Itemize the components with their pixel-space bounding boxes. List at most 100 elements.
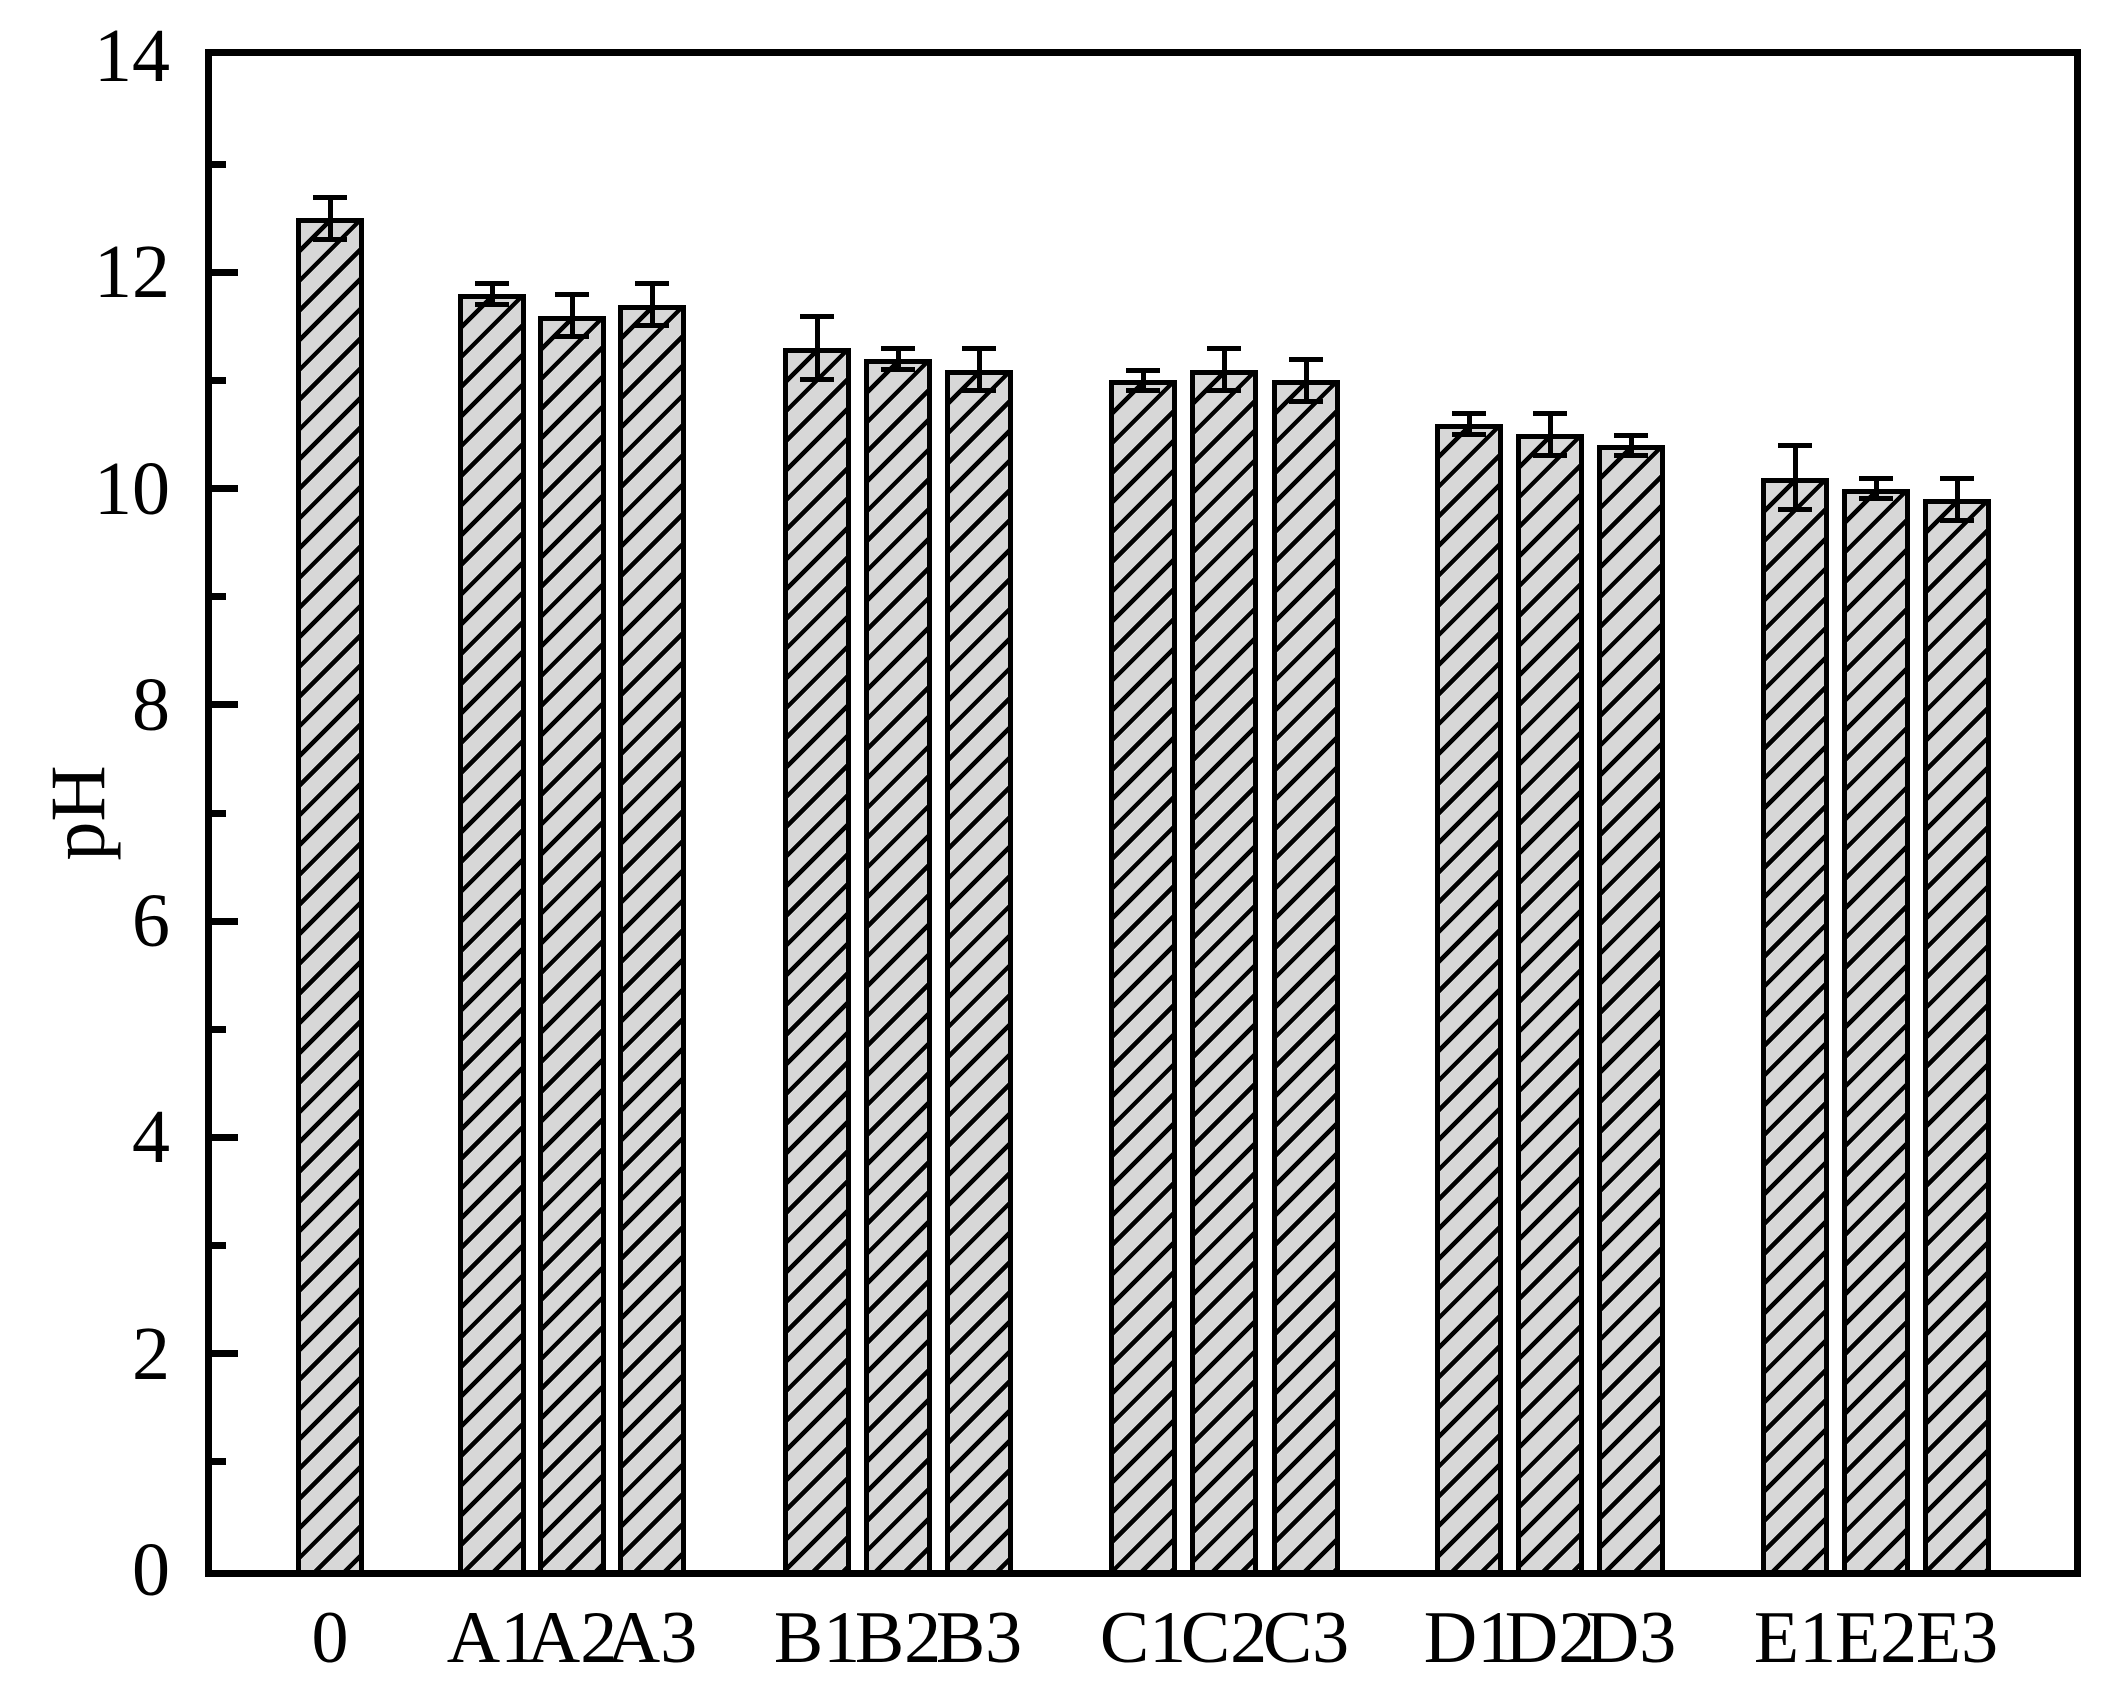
bar-D1	[1435, 424, 1503, 1570]
y-tick-label: 8	[132, 662, 170, 747]
y-axis-minor-tick	[212, 1242, 226, 1250]
y-axis-minor-tick	[212, 376, 226, 384]
x-tick-label-C2: C2	[1180, 1597, 1268, 1679]
x-tick-label-D3: D3	[1585, 1597, 1677, 1679]
error-bar-cap-bottom	[635, 323, 669, 329]
bar-A3	[618, 305, 686, 1570]
error-bar-cap-top	[1533, 410, 1567, 416]
bar-B3	[945, 370, 1013, 1570]
y-axis-minor-tick	[212, 593, 226, 601]
error-bar-cap-top	[1940, 475, 1974, 481]
error-bar-line	[1628, 434, 1634, 457]
error-bar-cap-bottom	[1207, 388, 1241, 394]
bar-C2	[1190, 370, 1258, 1570]
error-bar-line	[1873, 477, 1879, 500]
y-axis-minor-tick	[212, 160, 226, 168]
y-tick-label: 12	[94, 230, 170, 315]
x-tick-label-C1: C1	[1099, 1597, 1187, 1679]
y-tick-label: 0	[132, 1528, 170, 1612]
error-bar-line	[895, 347, 901, 370]
y-axis-minor-tick	[212, 809, 226, 817]
x-tick-label-A2: A2	[526, 1597, 618, 1679]
x-tick-label-C3: C3	[1262, 1597, 1350, 1679]
bar-B1	[783, 348, 851, 1570]
x-tick-label-E2: E2	[1834, 1597, 1918, 1679]
error-bar-cap-bottom	[1940, 518, 1974, 523]
bar-A2	[538, 316, 606, 1570]
error-bar-cap-top	[881, 345, 915, 351]
error-bar-line	[1303, 358, 1309, 403]
y-axis-major-tick	[212, 1350, 238, 1358]
error-bar-line	[569, 293, 575, 338]
bar-E1	[1761, 478, 1829, 1570]
x-tick-label-A3: A3	[606, 1597, 698, 1679]
error-bar-line	[327, 196, 333, 240]
x-tick-label-B3: B3	[935, 1597, 1023, 1679]
error-bar-cap-top	[1207, 345, 1241, 351]
error-bar-line	[1140, 369, 1146, 392]
plot-frame	[205, 49, 2081, 1577]
y-tick-label: 10	[94, 446, 170, 531]
x-tick-label-D2: D2	[1504, 1597, 1596, 1679]
x-tick-label-E3: E3	[1915, 1597, 1999, 1679]
error-bar-line	[1954, 477, 1960, 521]
error-bar-line	[1221, 347, 1227, 392]
error-bar-cap-bottom	[475, 301, 509, 307]
y-axis-major-tick	[212, 701, 238, 709]
y-tick-label: 4	[132, 1095, 170, 1180]
error-bar-cap-bottom	[1614, 453, 1648, 459]
x-tick-label-B2: B2	[854, 1597, 942, 1679]
x-tick-label-A1: A1	[446, 1597, 538, 1679]
y-tick-label: 14	[94, 14, 170, 98]
error-bar-line	[814, 315, 820, 381]
bar-0	[296, 218, 364, 1570]
error-bar-cap-top	[635, 281, 669, 287]
error-bar-cap-top	[1614, 432, 1648, 438]
x-tick-label-B1: B1	[773, 1597, 861, 1679]
y-axis-major-tick	[212, 917, 238, 925]
error-bar-line	[976, 347, 982, 392]
error-bar-cap-top	[1289, 356, 1323, 362]
error-bar-cap-top	[1126, 367, 1160, 373]
y-tick-label: 2	[132, 1311, 170, 1396]
error-bar-cap-bottom	[1289, 399, 1323, 405]
bar-C1	[1109, 380, 1177, 1570]
bar-E3	[1923, 499, 1991, 1570]
error-bar-cap-top	[962, 345, 996, 351]
error-bar-cap-top	[313, 194, 347, 200]
error-bar-line	[1547, 412, 1553, 457]
x-tick-label-0: 0	[311, 1597, 349, 1679]
y-axis-major-tick	[212, 268, 238, 276]
error-bar-cap-bottom	[1126, 388, 1160, 394]
error-bar-line	[1466, 412, 1472, 435]
y-tick-label: 6	[132, 879, 170, 964]
y-axis-major-tick	[212, 485, 238, 493]
y-axis-minor-tick	[212, 1458, 226, 1466]
bar-E2	[1842, 489, 1910, 1570]
y-axis-minor-tick	[212, 1025, 226, 1033]
error-bar-cap-bottom	[1533, 453, 1567, 459]
plot-area	[212, 56, 2074, 1570]
error-bar-cap-top	[555, 291, 589, 297]
error-bar-cap-bottom	[1859, 496, 1893, 502]
x-tick-label-E1: E1	[1753, 1597, 1837, 1679]
error-bar-cap-bottom	[313, 236, 347, 242]
bar-C3	[1272, 380, 1340, 1570]
error-bar-line	[649, 283, 655, 327]
error-bar-cap-top	[800, 313, 834, 319]
error-bar-cap-bottom	[962, 388, 996, 394]
error-bar-cap-top	[1778, 443, 1812, 449]
error-bar-line	[1792, 445, 1798, 511]
bar-A1	[458, 294, 526, 1570]
y-axis-major-tick	[212, 1133, 238, 1141]
x-tick-label-D1: D1	[1423, 1597, 1515, 1679]
error-bar-cap-bottom	[1452, 431, 1486, 437]
error-bar-cap-bottom	[555, 334, 589, 340]
error-bar-cap-top	[1859, 475, 1893, 481]
bar-D2	[1516, 434, 1584, 1570]
error-bar-cap-top	[1452, 410, 1486, 416]
error-bar-cap-bottom	[1778, 507, 1812, 513]
error-bar-line	[489, 283, 495, 305]
error-bar-cap-top	[475, 281, 509, 287]
